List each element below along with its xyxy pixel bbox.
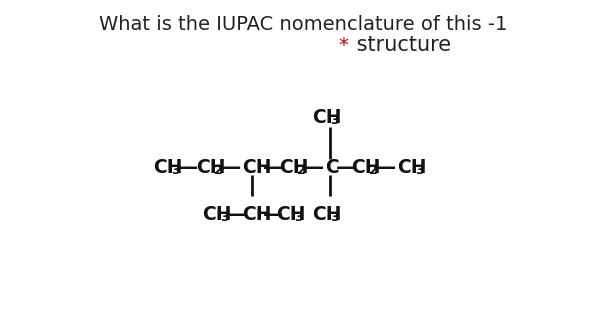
Text: 3: 3: [330, 114, 339, 127]
Text: C: C: [325, 157, 339, 177]
Text: 3: 3: [330, 211, 339, 224]
Text: CH: CH: [279, 157, 308, 177]
Text: CH: CH: [153, 157, 182, 177]
Text: What is the IUPAC nomenclature of this -1: What is the IUPAC nomenclature of this -…: [99, 15, 507, 34]
Text: 3: 3: [294, 211, 302, 224]
Text: 3: 3: [415, 164, 424, 177]
Text: —: —: [178, 157, 198, 177]
Text: —: —: [263, 205, 283, 223]
Text: —: —: [263, 157, 283, 177]
Text: —: —: [304, 157, 324, 177]
Text: 2: 2: [369, 164, 378, 177]
Text: CH: CH: [351, 157, 381, 177]
Text: —: —: [336, 157, 356, 177]
Text: structure: structure: [350, 35, 451, 55]
Text: —: —: [227, 205, 247, 223]
Text: CH: CH: [202, 205, 231, 223]
Text: CH: CH: [312, 205, 342, 223]
Text: 2: 2: [214, 164, 223, 177]
Text: *: *: [338, 36, 348, 54]
Text: —: —: [376, 157, 396, 177]
Text: 2: 2: [297, 164, 306, 177]
Text: CH: CH: [242, 205, 271, 223]
Text: CH: CH: [276, 205, 305, 223]
Text: 3: 3: [171, 164, 179, 177]
Text: CH: CH: [242, 157, 271, 177]
Text: CH: CH: [196, 157, 225, 177]
Text: CH: CH: [312, 108, 342, 126]
Text: 3: 3: [220, 211, 228, 224]
Text: CH: CH: [397, 157, 427, 177]
Text: —: —: [221, 157, 241, 177]
